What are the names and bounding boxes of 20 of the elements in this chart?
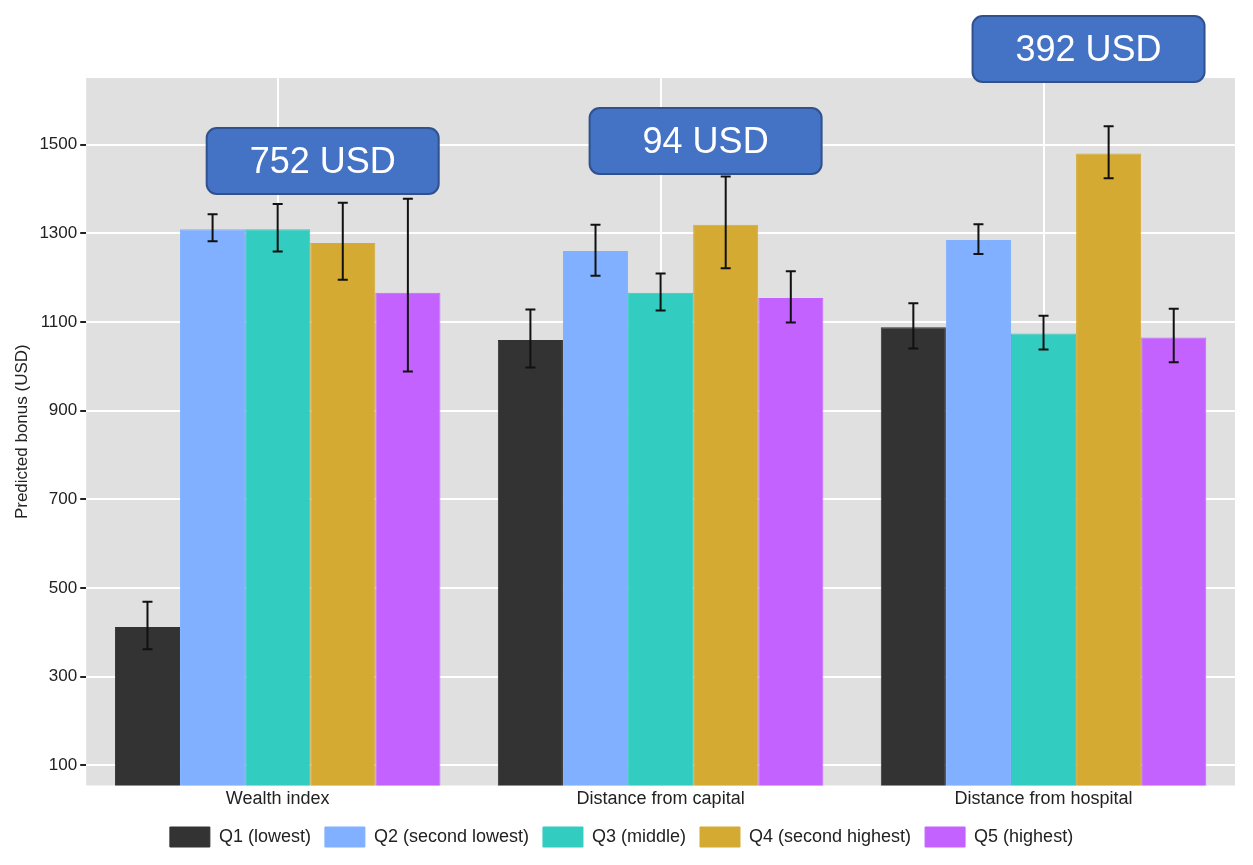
x-tick-label: Wealth index: [225, 788, 330, 809]
y-tick-label: 700: [48, 489, 78, 509]
y-tick-label: 300: [48, 666, 78, 686]
y-tick-label: 1500: [39, 134, 78, 154]
annotation: 94 USD: [642, 119, 769, 161]
legend-label: Q1 (lowest): [218, 825, 311, 846]
legend-label: Q4 (second highest): [748, 825, 912, 846]
x-tick-label: Distance from capital: [576, 788, 745, 809]
legend-label: Q5 (highest): [974, 825, 1074, 846]
y-tick-label: 500: [48, 577, 78, 597]
annotation: 752 USD: [249, 139, 396, 181]
y-tick-label: 900: [48, 400, 78, 420]
y-tick-label: 1100: [40, 311, 78, 331]
legend-label: Q3 (middle): [591, 825, 686, 846]
text: 392 USD: [1015, 27, 1162, 69]
x-tick-label: Distance from hospital: [954, 788, 1133, 809]
y-tick-label: 1300: [39, 222, 78, 242]
y-axis-title: Predicted bonus (USD): [11, 344, 31, 520]
y-tick-label: 100: [48, 755, 78, 775]
legend-label: Q2 (second lowest): [373, 825, 529, 846]
